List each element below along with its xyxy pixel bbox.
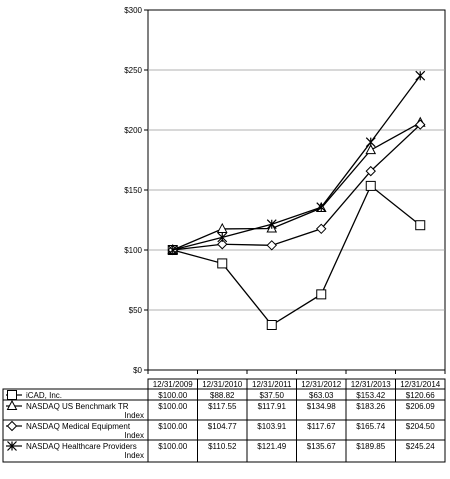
data-value-label: $153.42 [356, 391, 385, 400]
data-value-label: $117.91 [258, 402, 287, 411]
data-value-label: $37.50 [260, 391, 285, 400]
data-value-label: $117.67 [307, 422, 336, 431]
star-marker [167, 245, 178, 255]
series-line [172, 124, 421, 251]
y-tick-label: $300 [124, 6, 142, 15]
x-category-label: 12/31/2012 [301, 380, 342, 389]
data-value-label: $100.00 [158, 442, 187, 451]
triangle-marker [365, 144, 377, 155]
square-marker [7, 390, 17, 400]
data-value-label: $245.24 [406, 442, 435, 451]
square-marker [266, 320, 277, 330]
diamond-marker [6, 420, 18, 432]
legend-label: Index [124, 411, 144, 420]
data-value-label: $183.26 [356, 402, 385, 411]
data-value-label: $88.82 [210, 391, 235, 400]
data-value-label: $110.52 [208, 442, 237, 451]
star-marker [316, 202, 327, 213]
data-value-label: $117.55 [208, 402, 237, 411]
star-marker [266, 219, 277, 230]
diamond-marker [266, 240, 277, 251]
diamond-marker [217, 239, 228, 250]
data-value-label: $135.67 [307, 442, 336, 451]
diamond-marker [365, 165, 376, 177]
y-tick-label: $0 [133, 366, 142, 375]
y-tick-label: $150 [124, 186, 142, 195]
legend-label: iCAD, Inc. [26, 391, 62, 400]
diamond-marker [415, 119, 426, 130]
x-category-label: 12/31/2013 [351, 380, 392, 389]
y-tick-label: $50 [129, 306, 143, 315]
data-value-label: $104.77 [208, 422, 237, 431]
triangle-marker [216, 222, 228, 233]
legend-label: NASDAQ Healthcare Providers [26, 442, 137, 451]
data-value-label: $100.00 [158, 402, 187, 411]
x-category-label: 12/31/2009 [153, 380, 194, 389]
series-line [172, 122, 421, 251]
data-value-label: $204.50 [406, 422, 435, 431]
star-marker [7, 441, 17, 451]
data-value-label: $63.03 [309, 391, 334, 400]
square-marker [217, 258, 228, 269]
y-tick-label: $100 [124, 246, 142, 255]
data-value-label: $100.00 [158, 422, 187, 431]
data-value-label: $134.98 [307, 402, 336, 411]
star-marker [365, 137, 376, 148]
square-marker [415, 220, 426, 231]
star-marker [217, 232, 228, 243]
series-line [172, 75, 421, 251]
data-value-label: $100.00 [158, 391, 187, 400]
series-3 [167, 70, 426, 255]
triangle-marker [6, 399, 18, 410]
x-category-label: 12/31/2014 [400, 380, 441, 389]
x-category-label: 12/31/2011 [252, 380, 292, 389]
square-marker [365, 180, 376, 191]
star-marker [415, 70, 426, 81]
square-marker [316, 289, 327, 300]
data-value-label: $165.74 [356, 422, 385, 431]
x-category-label: 12/31/2010 [202, 380, 243, 389]
legend-label: Index [124, 451, 144, 460]
data-value-label: $206.09 [406, 402, 435, 411]
legend-label: Index [124, 431, 144, 440]
series-line [172, 184, 421, 326]
data-value-label: $189.85 [356, 442, 385, 451]
diamond-marker [316, 223, 327, 235]
y-tick-label: $200 [124, 126, 142, 135]
y-tick-label: $250 [124, 66, 142, 75]
legend-label: NASDAQ US Benchmark TR [26, 402, 129, 411]
data-value-label: $120.66 [406, 391, 435, 400]
data-value-label: $121.49 [257, 442, 286, 451]
legend-label: NASDAQ Medical Equipment [26, 422, 131, 431]
data-value-label: $103.91 [257, 422, 286, 431]
